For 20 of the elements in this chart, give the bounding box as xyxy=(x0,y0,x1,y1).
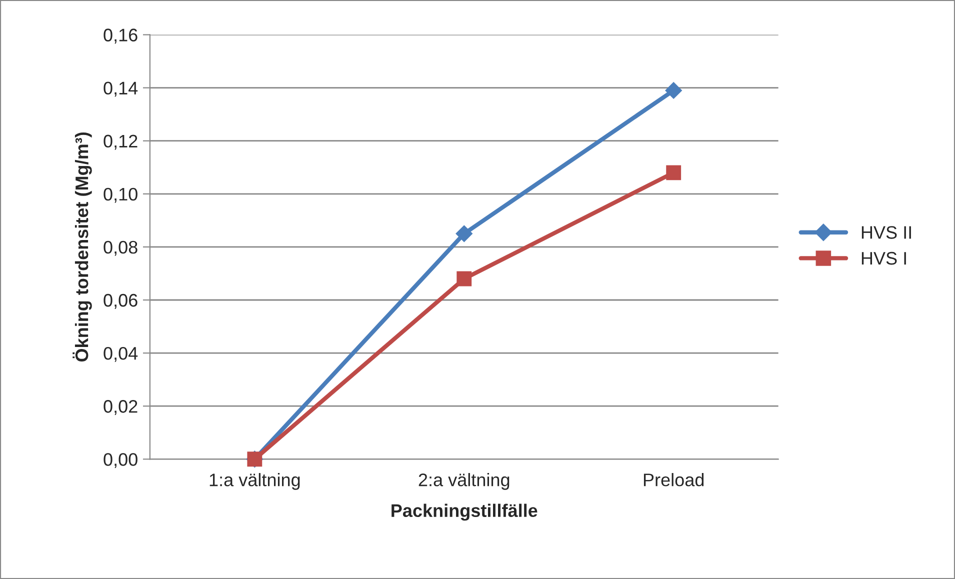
y-tick-label: 0,12 xyxy=(104,134,138,150)
x-tick-label: Preload xyxy=(644,473,704,486)
x-tick-label: 2:a vältning xyxy=(418,473,510,490)
y-tick-label: 0,06 xyxy=(104,294,138,309)
point xyxy=(456,225,473,242)
y-tick-label: 0,08 xyxy=(104,240,138,256)
y-tick-label: 0,00 xyxy=(104,453,138,468)
y-tick-label: 0,04 xyxy=(104,346,138,362)
y-tick-label: 0,16 xyxy=(104,28,138,44)
legend-label: HVS II xyxy=(862,226,911,239)
y-tick-label: 0,10 xyxy=(104,188,138,203)
y-tick-label: 0,14 xyxy=(104,82,138,97)
y-axis-title: Ökning tordensitet (Mg/m³) xyxy=(72,132,92,362)
x-tick-label: 1:a vältning xyxy=(210,473,300,490)
y-tick-label: 0,02 xyxy=(104,400,138,415)
legend-label: HVS I xyxy=(862,252,906,265)
x-axis-title: Packningstillfälle xyxy=(392,504,538,521)
point xyxy=(666,165,682,180)
point xyxy=(456,271,472,286)
point xyxy=(665,82,682,99)
